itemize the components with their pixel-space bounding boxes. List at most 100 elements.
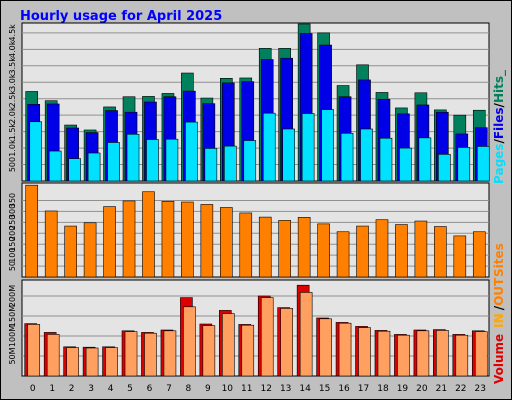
bar-pages <box>379 137 393 182</box>
bar-sites <box>472 231 486 278</box>
x-tick-label: 21 <box>436 384 447 394</box>
bar-sites <box>414 220 428 278</box>
y-tick-label: 300 <box>8 204 17 219</box>
x-tick-label: 15 <box>319 384 330 394</box>
bar-pages <box>107 142 120 182</box>
bar-pages <box>457 147 471 182</box>
legend-panel1: Pages/Files/Hits_ <box>492 70 507 184</box>
bar-sites <box>395 224 408 278</box>
bar-pages <box>224 145 237 182</box>
y-tick-label: 150M <box>8 305 17 327</box>
bar-volume-out <box>280 308 293 377</box>
bar-pages <box>418 137 432 182</box>
x-tick-label: 8 <box>186 384 192 394</box>
x-tick-label: 20 <box>416 384 428 394</box>
bar-volume-out <box>183 306 196 377</box>
bar-volume-out <box>85 347 99 377</box>
x-tick-label: 9 <box>205 384 211 394</box>
x-tick-label: 22 <box>455 384 466 394</box>
bar-sites <box>161 201 175 278</box>
bar-pages <box>165 138 179 182</box>
y-tick-label: 4.5k <box>8 24 17 42</box>
y-tick-label: 100 <box>8 247 17 262</box>
bar-volume-out <box>163 330 177 377</box>
bar-pages <box>87 152 101 182</box>
bar-pages <box>126 133 140 182</box>
x-tick-label: 18 <box>377 384 389 394</box>
legend-out: OUT <box>492 277 506 306</box>
bar-sites <box>375 219 389 278</box>
y-tick-label: 150 <box>8 237 17 252</box>
bar-volume-out <box>241 324 255 377</box>
x-tick-label: 10 <box>222 384 234 394</box>
x-tick-label: 12 <box>261 384 272 394</box>
y-tick-label: 50M <box>8 347 17 364</box>
x-tick-label: 19 <box>397 384 409 394</box>
bar-sites <box>64 225 77 278</box>
bar-volume-out <box>474 331 488 377</box>
bar-pages <box>243 140 257 182</box>
y-tick-label: 1.0k <box>8 139 17 157</box>
y-tick-label: 1.5k <box>8 123 17 141</box>
y-tick-label: 350 <box>8 193 17 208</box>
bar-sites <box>317 223 330 278</box>
bar-volume-out <box>66 347 79 377</box>
x-tick-label: 6 <box>147 384 153 394</box>
y-tick-label: 2.5k <box>8 90 17 108</box>
bar-pages <box>340 132 354 182</box>
bar-pages <box>282 128 295 182</box>
x-tick-label: 2 <box>69 384 75 394</box>
bar-sites <box>142 191 155 278</box>
bar-pages <box>68 158 81 182</box>
y-tick-label: 4.0k <box>8 40 17 58</box>
bar-pages <box>399 147 412 182</box>
legend-files: Files <box>492 107 506 139</box>
x-tick-label: 7 <box>166 384 172 394</box>
bar-volume-out <box>299 292 313 377</box>
plot-area <box>21 182 490 278</box>
legend-in: IN <box>492 313 506 328</box>
bar-sites <box>220 207 233 278</box>
x-axis-hour-labels: 0 1 2 3 4 5 6 7 8 9 10 11 12 13 14 15 16 17 18 19 20 21 22 23 <box>30 384 486 394</box>
y-tick-label: 200M <box>8 285 17 307</box>
bar-volume-out <box>377 330 391 377</box>
x-tick-label: 0 <box>30 384 36 394</box>
bar-volume-out <box>222 313 235 377</box>
x-tick-label: 17 <box>358 384 369 394</box>
bar-sites <box>453 235 467 278</box>
bar-sites <box>434 226 447 278</box>
bar-volume-out <box>260 297 274 377</box>
bar-volume-out <box>338 322 352 377</box>
bar-sites <box>297 217 311 278</box>
bar-sites <box>356 225 369 278</box>
legend-sites: Sites <box>492 243 506 277</box>
bar-pages <box>185 121 198 182</box>
bar-volume-out <box>46 334 60 377</box>
bar-sites <box>278 220 291 278</box>
legend-separator: / <box>492 102 506 107</box>
bar-pages <box>476 146 490 182</box>
x-tick-label: 4 <box>108 384 114 394</box>
bar-volume-out <box>436 330 449 377</box>
x-tick-label: 1 <box>49 384 55 394</box>
bar-pages <box>360 128 373 182</box>
y-tick-label: 3.0k <box>8 73 17 91</box>
bar-sites <box>239 212 253 278</box>
x-tick-label: 13 <box>280 384 291 394</box>
bar-sites <box>103 206 116 278</box>
y-tick-label: 100M <box>8 325 17 347</box>
y-tick-label: 500 <box>8 157 17 172</box>
y-tick-label: 200 <box>8 226 17 241</box>
bar-sites <box>258 216 272 278</box>
bar-volume-out <box>397 334 410 377</box>
bar-volume-out <box>202 325 216 377</box>
legend-pages: Pages <box>492 144 506 184</box>
y-tick-label: 250 <box>8 215 17 230</box>
legend-volume: Volume <box>492 334 506 384</box>
x-tick-label: 23 <box>475 384 486 394</box>
bar-pages <box>438 154 451 182</box>
bar-sites <box>122 200 136 278</box>
